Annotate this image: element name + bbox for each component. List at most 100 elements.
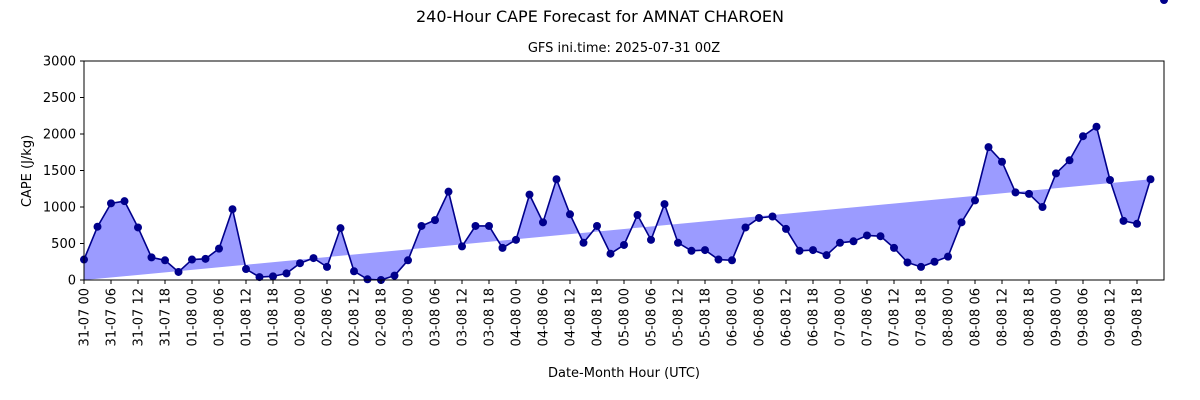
x-tick-label: 31-07 12 bbox=[132, 288, 147, 346]
data-point bbox=[323, 262, 331, 271]
x-tick-label: 06-08 06 bbox=[753, 288, 768, 346]
data-point bbox=[485, 221, 493, 230]
x-tick-label: 01-08 18 bbox=[267, 288, 282, 346]
data-point bbox=[1052, 169, 1060, 178]
data-point bbox=[809, 246, 817, 255]
data-point bbox=[188, 255, 196, 264]
data-point bbox=[674, 238, 682, 247]
x-tick-label: 09-08 12 bbox=[1104, 288, 1119, 346]
y-tick-label: 1500 bbox=[43, 164, 76, 179]
data-point bbox=[282, 269, 291, 278]
data-point bbox=[390, 271, 399, 280]
x-tick-label: 08-08 06 bbox=[969, 288, 984, 346]
data-point bbox=[917, 262, 925, 271]
data-point bbox=[201, 254, 210, 263]
data-point bbox=[525, 190, 534, 199]
data-point bbox=[350, 267, 358, 276]
data-point bbox=[404, 256, 412, 265]
x-tick-label: 08-08 12 bbox=[996, 288, 1011, 346]
chart-title: 240-Hour CAPE Forecast for AMNAT CHAROEN bbox=[416, 7, 784, 26]
data-point bbox=[782, 224, 790, 233]
data-point bbox=[134, 223, 142, 232]
x-tick-label: 31-07 18 bbox=[159, 288, 174, 346]
data-point bbox=[741, 223, 750, 232]
data-point bbox=[633, 211, 642, 220]
data-point bbox=[1011, 188, 1020, 197]
data-point bbox=[296, 259, 304, 268]
data-point bbox=[903, 258, 912, 267]
y-tick-label: 2500 bbox=[43, 91, 76, 106]
data-point bbox=[755, 213, 763, 222]
data-point bbox=[107, 199, 115, 208]
x-tick-label: 06-08 12 bbox=[780, 288, 795, 346]
x-tick-label: 08-08 18 bbox=[1023, 288, 1038, 346]
data-point bbox=[1119, 216, 1128, 225]
data-point bbox=[836, 238, 844, 247]
data-point bbox=[890, 243, 898, 252]
data-point bbox=[566, 210, 574, 219]
data-point bbox=[228, 205, 237, 214]
y-tick-label: 500 bbox=[51, 237, 76, 252]
data-point bbox=[444, 187, 453, 196]
y-tick-label: 1000 bbox=[43, 201, 76, 216]
data-point bbox=[161, 256, 169, 265]
data-point bbox=[971, 196, 979, 205]
y-tick-label: 0 bbox=[68, 274, 76, 289]
data-point bbox=[552, 175, 561, 184]
x-tick-label: 07-08 12 bbox=[888, 288, 903, 346]
data-point bbox=[255, 273, 264, 282]
data-point bbox=[512, 235, 520, 244]
x-tick-label: 03-08 06 bbox=[429, 288, 444, 346]
y-axis: 0 500 1000 1500 2000 2500 3000 bbox=[43, 55, 84, 289]
x-axis-label: Date-Month Hour (UTC) bbox=[548, 366, 700, 381]
data-point bbox=[795, 246, 804, 255]
data-point bbox=[417, 221, 426, 230]
x-tick-label: 04-08 12 bbox=[564, 288, 579, 346]
x-tick-label: 05-08 06 bbox=[645, 288, 660, 346]
data-point bbox=[593, 221, 601, 230]
data-point bbox=[1133, 219, 1141, 228]
x-tick-label: 04-08 18 bbox=[591, 288, 606, 346]
y-tick-label: 3000 bbox=[43, 55, 76, 70]
data-point bbox=[849, 237, 858, 246]
data-point bbox=[606, 249, 615, 258]
chart-subtitle: GFS ini.time: 2025-07-31 00Z bbox=[528, 41, 720, 56]
data-point bbox=[1038, 203, 1047, 211]
data-point bbox=[174, 267, 183, 276]
data-point bbox=[984, 143, 993, 152]
x-tick-label: 31-07 00 bbox=[78, 288, 93, 346]
x-tick-label: 04-08 00 bbox=[510, 288, 525, 346]
data-point bbox=[147, 253, 156, 262]
x-tick-label: 02-08 18 bbox=[375, 288, 390, 346]
data-point bbox=[431, 216, 439, 225]
data-point bbox=[768, 212, 777, 221]
data-point bbox=[647, 235, 655, 244]
x-tick-label: 05-08 00 bbox=[618, 288, 633, 346]
data-point bbox=[471, 221, 480, 230]
data-point bbox=[269, 272, 277, 281]
data-point bbox=[998, 157, 1006, 166]
x-tick-label: 09-08 06 bbox=[1077, 288, 1092, 346]
x-tick-label: 07-08 00 bbox=[834, 288, 849, 346]
x-tick-label: 06-08 18 bbox=[807, 288, 822, 346]
data-point bbox=[1079, 132, 1087, 141]
x-tick-label: 01-08 12 bbox=[240, 288, 255, 346]
data-point bbox=[1025, 189, 1033, 198]
x-tick-label: 03-08 00 bbox=[402, 288, 417, 346]
data-point bbox=[620, 240, 628, 249]
plot-area bbox=[80, 0, 1168, 284]
y-tick-label: 2000 bbox=[43, 128, 76, 143]
data-point bbox=[728, 256, 736, 265]
data-point bbox=[215, 244, 223, 253]
data-point bbox=[660, 200, 669, 209]
x-tick-label: 01-08 06 bbox=[213, 288, 228, 346]
data-point bbox=[336, 224, 345, 233]
x-tick-label: 03-08 12 bbox=[456, 288, 471, 346]
data-point bbox=[1106, 175, 1114, 184]
data-point bbox=[458, 242, 466, 251]
x-tick-label: 02-08 06 bbox=[321, 288, 336, 346]
x-tick-label: 01-08 00 bbox=[186, 288, 201, 346]
x-tick-label: 05-08 12 bbox=[672, 288, 687, 346]
data-point bbox=[363, 275, 372, 284]
